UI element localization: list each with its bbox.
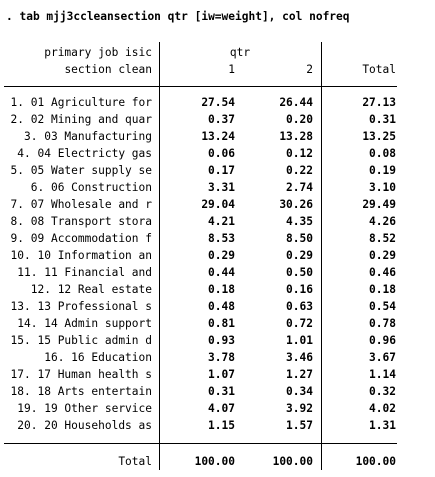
header-rule [4, 86, 397, 87]
table-row-label: 17. 17 Human health s [10, 368, 152, 381]
table-row-total: 0.54 [369, 300, 396, 313]
table-row-col1: 0.81 [208, 317, 235, 330]
table-row-col1: 1.07 [208, 368, 235, 381]
table-row-label: 2. 02 Mining and quar [10, 113, 152, 126]
col-header-total: Total [362, 63, 396, 76]
total-rule [4, 443, 397, 444]
table-row-label: 13. 13 Professional s [10, 300, 152, 313]
table-row-total: 0.19 [369, 164, 396, 177]
row-var-label-2: section clean [64, 63, 152, 76]
table-row-col2: 0.72 [286, 317, 313, 330]
table-row-total: 0.78 [369, 317, 396, 330]
table-row-col2: 0.20 [286, 113, 313, 126]
table-row-label: 19. 19 Other service [17, 402, 152, 415]
table-row-label: 3. 03 Manufacturing [24, 130, 152, 143]
table-row-col2: 1.01 [286, 334, 313, 347]
table-row-col1: 0.44 [208, 266, 235, 279]
table-row-col1: 1.15 [208, 419, 235, 432]
table-row-total: 8.52 [369, 232, 396, 245]
table-row-col1: 4.07 [208, 402, 235, 415]
table-row-label: 4. 04 Electricty gas [17, 147, 152, 160]
table-row-total: 0.46 [369, 266, 396, 279]
table-row-label: 10. 10 Information an [10, 249, 152, 262]
table-row-total: 13.25 [362, 130, 396, 143]
table-row-total: 0.29 [369, 249, 396, 262]
table-row-label: 6. 06 Construction [30, 181, 152, 194]
table-row-col2: 3.92 [286, 402, 313, 415]
table-row-total: 29.49 [362, 198, 396, 211]
table-row-col1: 0.31 [208, 385, 235, 398]
table-row-col2: 13.28 [279, 130, 313, 143]
table-row-col1: 13.24 [201, 130, 235, 143]
table-row-col2: 0.34 [286, 385, 313, 398]
table-row-col1: 4.21 [208, 215, 235, 228]
table-row-col1: 3.78 [208, 351, 235, 364]
table-row-total: 0.18 [369, 283, 396, 296]
table-row-label: 9. 09 Accommodation f [10, 232, 152, 245]
table-divider-total [321, 42, 322, 470]
table-row-col1: 0.06 [208, 147, 235, 160]
table-row-col2: 30.26 [279, 198, 313, 211]
table-row-label: 14. 14 Admin support [17, 317, 152, 330]
table-row-col2: 1.57 [286, 419, 313, 432]
table-row-label: 1. 01 Agriculture for [10, 96, 152, 109]
col-header-1: 1 [228, 63, 235, 76]
table-row-label: 16. 16 Education [44, 351, 152, 364]
table-row-label: 5. 05 Water supply se [10, 164, 152, 177]
table-row-total: 4.26 [369, 215, 396, 228]
table-row-col2: 0.12 [286, 147, 313, 160]
table-row-total: 3.67 [369, 351, 396, 364]
table-row-label: 15. 15 Public admin d [10, 334, 152, 347]
row-var-label-1: primary job isic [44, 46, 152, 59]
table-row-total: 4.02 [369, 402, 396, 415]
total-row-col1: 100.00 [194, 455, 235, 468]
table-row-col2: 0.50 [286, 266, 313, 279]
table-row-col2: 3.46 [286, 351, 313, 364]
table-row-label: 20. 20 Households as [17, 419, 152, 432]
table-row-total: 0.96 [369, 334, 396, 347]
table-row-col1: 8.53 [208, 232, 235, 245]
table-row-col1: 0.29 [208, 249, 235, 262]
table-row-col1: 0.18 [208, 283, 235, 296]
table-row-total: 27.13 [362, 96, 396, 109]
table-row-total: 1.31 [369, 419, 396, 432]
table-row-col2: 2.74 [286, 181, 313, 194]
table-row-col2: 0.16 [286, 283, 313, 296]
table-row-col1: 0.93 [208, 334, 235, 347]
table-row-col1: 3.31 [208, 181, 235, 194]
table-row-col1: 27.54 [201, 96, 235, 109]
table-row-col1: 0.17 [208, 164, 235, 177]
table-row-total: 1.14 [369, 368, 396, 381]
table-row-label: 8. 08 Transport stora [10, 215, 152, 228]
table-row-col1: 0.48 [208, 300, 235, 313]
table-row-col2: 4.35 [286, 215, 313, 228]
table-row-total: 0.32 [369, 385, 396, 398]
total-row-label: Total [118, 455, 152, 468]
table-row-col2: 0.29 [286, 249, 313, 262]
table-row-col2: 8.50 [286, 232, 313, 245]
table-row-total: 0.08 [369, 147, 396, 160]
table-row-label: 12. 12 Real estate [30, 283, 152, 296]
table-row-total: 0.31 [369, 113, 396, 126]
total-row-col2: 100.00 [272, 455, 313, 468]
table-divider-vertical [159, 42, 160, 470]
col-header-2: 2 [306, 63, 313, 76]
table-row-label: 11. 11 Financial and [17, 266, 152, 279]
table-row-col2: 1.27 [286, 368, 313, 381]
table-row-col2: 0.22 [286, 164, 313, 177]
col-var-label: qtr [229, 46, 251, 59]
table-row-col1: 0.37 [208, 113, 235, 126]
table-row-total: 3.10 [369, 181, 396, 194]
table-row-label: 18. 18 Arts entertain [10, 385, 152, 398]
command-line: . tab mjj3ccleansection qtr [iw=weight],… [6, 10, 350, 23]
table-row-label: 7. 07 Wholesale and r [10, 198, 152, 211]
table-row-col1: 29.04 [201, 198, 235, 211]
table-row-col2: 0.63 [286, 300, 313, 313]
total-row-total: 100.00 [355, 455, 396, 468]
table-row-col2: 26.44 [279, 96, 313, 109]
